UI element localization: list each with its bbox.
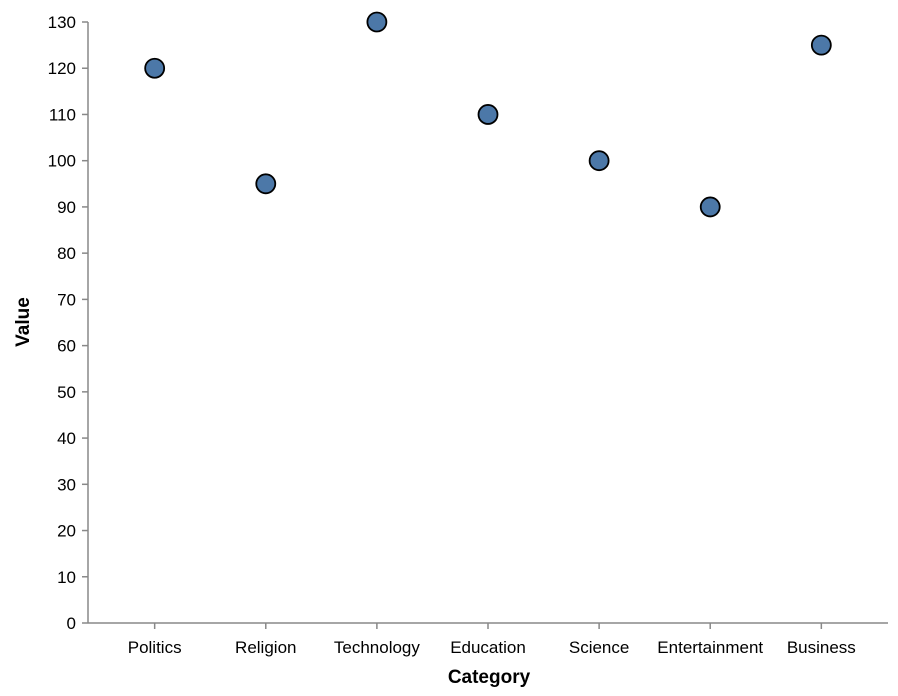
data-point[interactable] (366, 11, 388, 33)
y-tick-label: 110 (49, 105, 76, 124)
data-point[interactable] (588, 150, 610, 172)
data-point[interactable] (699, 196, 721, 218)
x-tick-label: Entertainment (657, 638, 763, 657)
y-axis-title: Value (13, 297, 34, 347)
data-point[interactable] (144, 57, 166, 79)
y-tick-label: 60 (57, 337, 76, 356)
x-tick-label: Business (787, 638, 856, 657)
y-tick-label: 20 (57, 522, 76, 541)
y-tick-label: 0 (67, 614, 76, 633)
x-tick-label: Politics (128, 638, 182, 657)
y-axis: 0 10 20 30 40 50 60 70 80 90 100 110 120 130 (48, 13, 89, 633)
y-tick-label: 130 (48, 13, 76, 32)
y-tick-label: 80 (57, 244, 76, 263)
data-point[interactable] (477, 104, 499, 125)
y-tick-label: 100 (48, 152, 76, 171)
data-point[interactable] (810, 34, 832, 56)
x-tick-label: Technology (334, 638, 421, 657)
y-tick-label: 30 (57, 475, 76, 494)
x-tick-label: Religion (235, 638, 296, 657)
y-tick-label: 90 (57, 198, 76, 217)
y-tick-label: 10 (57, 568, 76, 587)
x-axis: Politics Religion Technology Education Scien… (88, 622, 888, 657)
y-tick-label: 50 (57, 383, 76, 402)
y-tick-label: 120 (48, 59, 76, 78)
x-tick-label: Science (569, 638, 629, 657)
y-tick-label: 70 (57, 290, 76, 309)
x-axis-title: Category (448, 667, 531, 688)
data-points (144, 11, 832, 218)
x-tick-label: Education (450, 638, 526, 657)
data-point[interactable] (255, 173, 277, 195)
y-tick-label: 40 (57, 429, 76, 448)
